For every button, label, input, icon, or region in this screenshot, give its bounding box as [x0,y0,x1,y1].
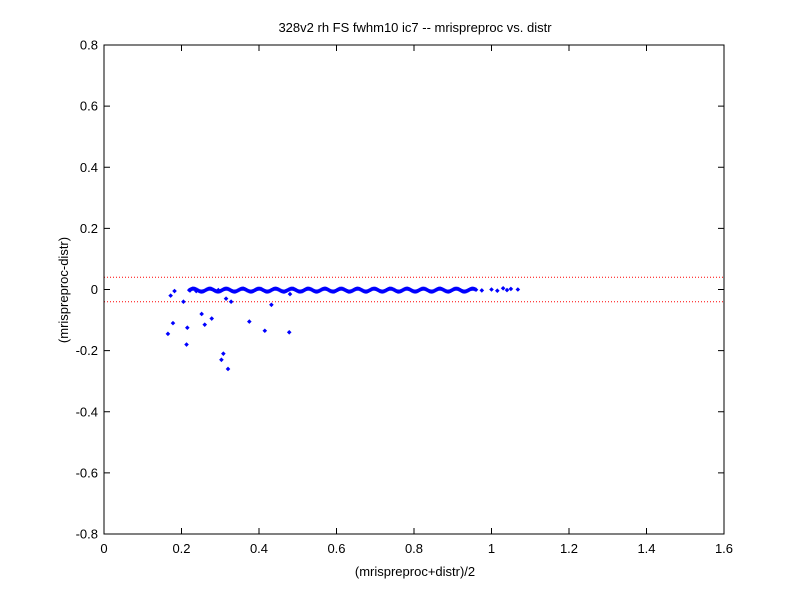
data-point [219,357,224,363]
data-point [269,302,274,308]
chart-title: 328v2 rh FS fwhm10 ic7 -- mrispreproc vs… [278,20,552,35]
x-tick-label: 1.4 [637,541,655,556]
data-point [187,288,193,293]
x-tick-label: 0.6 [327,541,345,556]
reference-lines [104,276,724,303]
data-point [225,366,231,372]
data-point [221,351,226,356]
data-point [165,331,171,337]
data-point [473,287,479,292]
data-point [170,320,176,326]
y-tick-label: 0.2 [80,221,98,236]
data-point [199,311,204,317]
y-tick-label: 0 [91,282,98,297]
y-tick-label: 0.6 [80,99,98,114]
data-point [489,287,494,292]
y-tick-label: -0.4 [76,404,98,419]
y-tick-label: 0.4 [80,160,98,175]
data-point [508,286,514,292]
data-point [262,328,268,334]
data-point [216,287,221,293]
data-point [223,296,229,301]
data-point [193,288,199,294]
axis-ticks: 0 0.2 0.4 0.6 0.8 1 1.2 1.4 1.6 -0.8 -0.6 -0.4 -0.2 0… [76,38,733,557]
data-point [495,288,500,294]
y-tick-label: -0.6 [76,465,98,480]
x-axis-label: (mrispreproc+distr)/2 [355,564,475,579]
data-points [165,285,521,372]
data-point [247,319,252,324]
data-point [515,287,521,292]
x-tick-label: 0.8 [405,541,423,556]
data-point [500,285,506,291]
x-tick-label: 1.6 [715,541,733,556]
data-point [479,288,485,293]
data-point [504,287,510,293]
x-tick-label: 0.4 [250,541,268,556]
x-tick-label: 1 [488,541,495,556]
y-tick-label: -0.2 [76,343,98,358]
x-tick-label: 0.2 [172,541,190,556]
data-point [181,299,186,305]
data-point [184,342,189,347]
x-tick-label: 1.2 [560,541,578,556]
data-point [209,316,215,321]
y-tick-label: 0.8 [80,38,98,53]
x-tick-label: 0 [100,541,107,556]
data-point [172,288,177,294]
data-point [286,329,292,335]
y-axis-label: (mrispreproc-distr) [56,237,71,343]
y-tick-label: -0.8 [76,527,98,542]
data-point [287,291,293,297]
data-point [202,322,208,327]
data-point [168,293,173,298]
data-point [185,325,190,331]
data-point [228,299,234,305]
